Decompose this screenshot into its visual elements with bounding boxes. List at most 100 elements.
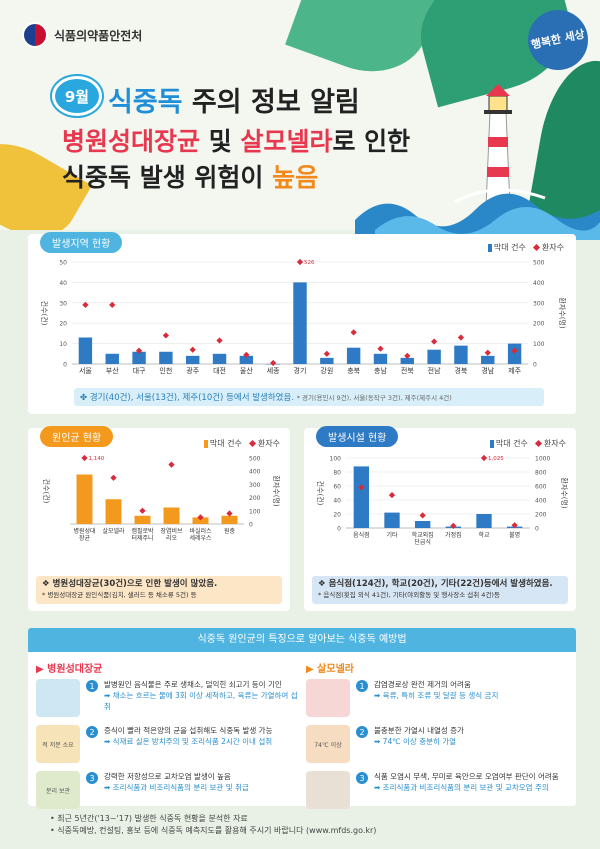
cause-legend: 막대 건수 환자수 <box>203 438 280 449</box>
ecoli-column: ▶ 병원성대장균 1 발병원인 음식물은 주로 생채소, 덜익힌 쇠고기 등이 기… <box>36 660 298 817</box>
illustration-image: 74℃ 이상 <box>306 725 350 763</box>
item-description: 감염경로상 완전 제거의 어려움 <box>374 680 471 689</box>
ecoli-title-text: 병원성대장균 <box>47 664 103 675</box>
illustration-image <box>36 679 80 717</box>
x-tick-label: 부산 <box>106 366 119 375</box>
region-legend: 막대 건수 환자수 <box>487 242 564 253</box>
y2-tick-label: 800 <box>535 470 547 477</box>
cause-note-text: 병원성대장균(30건)으로 인한 발생이 많았음. <box>52 579 218 589</box>
y2-tick-label: 100 <box>249 508 261 515</box>
y2-axis-label: 환자수(명) <box>272 475 281 506</box>
y2-tick-label: 0 <box>535 526 539 533</box>
chart-bar <box>186 355 200 364</box>
chart-bar <box>105 499 122 524</box>
x-tick-label: 학교 <box>478 531 490 539</box>
patient-marker <box>270 359 277 367</box>
bar-legend-icon <box>487 243 492 252</box>
y2-tick-label: 600 <box>535 484 547 491</box>
legend-dot-label: 환자수 <box>257 439 280 448</box>
chart-bar <box>353 466 369 528</box>
y-tick-label: 30 <box>59 300 67 307</box>
chart-bar <box>221 515 238 524</box>
chart-bar <box>293 282 307 364</box>
facility-note-text: 음식점(124건), 학교(20건), 기타(22건)등에서 발생하였음. <box>328 579 553 589</box>
facility-note: ❖ 음식점(124건), 학교(20건), 기타(22건)등에서 발생하였음. *… <box>312 576 568 604</box>
cause-panel: 원인균 현황 막대 건수 환자수 0 100 200 300 400 500 건수(건) 환자수… <box>28 426 290 611</box>
x-tick-label: 대전 <box>213 366 226 375</box>
x-tick-label: 가정집 <box>445 531 462 539</box>
peak-data-label: 526 <box>304 260 315 266</box>
patient-marker <box>168 461 175 468</box>
x-tick-label: 장염비브 리오 <box>160 527 183 542</box>
y-axis-label: 건수(건) <box>42 479 51 504</box>
month-badge: 9월 <box>52 76 102 116</box>
illustration-image: 분리 보관 <box>36 771 80 809</box>
chart-bar <box>346 347 361 364</box>
item-number: 2 <box>86 726 98 738</box>
patient-marker <box>189 346 196 353</box>
region-note-text: 경기(40건), 서울(13건), 제주(10건) 등에서 발생하였음. <box>89 393 295 403</box>
x-tick-label: 원충 <box>224 527 236 535</box>
item-number: 1 <box>86 680 98 692</box>
region-note: ✤ 경기(40건), 서울(13건), 제주(10건) 등에서 발생하였음. *… <box>74 388 544 406</box>
item-tip: ➡ 육류, 특히 조류 및 달걀 등 생식 금지 <box>374 691 499 700</box>
diamond-legend-icon <box>248 439 256 448</box>
ecoli-item-list: 1 발병원인 음식물은 주로 생채소, 덜익힌 쇠고기 등이 기인 ➡ 채소는 흐르… <box>36 679 298 809</box>
prevention-header: 식중독 원인균의 특징으로 알아보는 식중독 예방법 <box>28 628 576 652</box>
patient-marker <box>457 334 465 341</box>
chart-bar <box>384 512 400 528</box>
patient-marker <box>323 350 330 357</box>
item-text: 증식이 빨라 적은양의 균을 섭취해도 식중독 발생 가능 ➡ 식재료 실온 방치… <box>104 725 273 763</box>
x-tick-label: 울산 <box>240 366 253 375</box>
chart-bar <box>239 355 254 364</box>
y2-tick-label: 400 <box>535 498 547 505</box>
x-tick-label: 경북 <box>454 366 467 375</box>
x-tick-label: 음식점 <box>353 531 370 539</box>
x-tick-label: 광주 <box>186 367 199 375</box>
prevention-item: 1 발병원인 음식물은 주로 생채소, 덜익힌 쇠고기 등이 기인 ➡ 채소는 흐르… <box>36 679 298 717</box>
x-tick-label: 불명 <box>509 531 520 539</box>
y-tick-label: 40 <box>333 498 341 505</box>
chart-bar <box>105 353 119 364</box>
region-title: 발생지역 현황 <box>40 232 123 253</box>
x-tick-label: 충남 <box>374 366 387 375</box>
salmonella-column-title: ▶ 살모넬라 <box>306 664 354 675</box>
cause-title: 원인균 현황 <box>40 426 114 447</box>
facility-title: 발생시설 현황 <box>316 426 399 447</box>
y2-tick-label: 400 <box>249 469 261 476</box>
y2-tick-label: 200 <box>533 321 545 328</box>
x-tick-label: 전북 <box>401 366 414 375</box>
patient-marker <box>82 301 89 308</box>
cause-note-small: * 병원성대장균 원인식품(김치, 샐러드 등 채소류 5건) 등 <box>42 591 197 599</box>
risk-highlight: 높음 <box>272 163 319 192</box>
y2-axis-label: 환자수(명) <box>558 297 567 328</box>
legend-dot-label: 환자수 <box>543 439 566 448</box>
item-number: 2 <box>356 726 368 738</box>
prevention-item: 분리 보관 3 강력한 저항성으로 교차오염 발생이 높음 ➡ 조리식품과 비조리식품… <box>36 771 298 809</box>
y2-tick-label: 400 <box>533 280 545 287</box>
prevention-panel: 식중독 원인균의 특징으로 알아보는 식중독 예방법 ▶ 병원성대장균 1 발병원… <box>28 628 576 809</box>
footer-notes: • 최근 5년간('13~'17) 발생한 식중독 현황을 분석한 자료 • 식… <box>50 813 376 837</box>
legend-dot-label: 환자수 <box>541 243 564 252</box>
chart-bar <box>163 507 180 524</box>
patient-marker <box>480 454 488 462</box>
y-tick-label: 100 <box>330 456 342 463</box>
y-tick-label: 10 <box>59 341 67 348</box>
legend-bar-label: 막대 건수 <box>493 243 526 252</box>
chart-bar <box>454 345 468 364</box>
y-axis-label: 건수(건) <box>316 481 325 506</box>
item-tip: ➡ 식재료 실온 방치주의 및 조리식품 2시간 이내 섭취 <box>104 737 273 746</box>
x-tick-label: 제주 <box>508 367 521 375</box>
item-tip: ➡ 조리식품과 비조리식품의 분리 보관 및 취급 <box>104 783 249 792</box>
item-text: 불충분한 가열시 내열성 증가 ➡ 74℃ 이상 충분히 가열 <box>374 725 464 763</box>
org-logo: 식품의약품안전처 <box>22 22 142 48</box>
item-description: 증식이 빨라 적은양의 균을 섭취해도 식중독 발생 가능 <box>104 726 273 735</box>
cause-chart: 0 100 200 300 400 500 건수(건) 환자수(명) 1,140 병원성대 장균 살모… <box>42 454 281 542</box>
chart-bar <box>320 357 334 364</box>
chart-bar <box>159 351 173 364</box>
cause-note: ❖ 병원성대장균(30건)으로 인한 발생이 많았음. * 병원성대장균 원인식품… <box>36 576 282 604</box>
title-rest: 주의 정보 알림 <box>182 87 360 118</box>
x-tick-label: 인천 <box>159 366 172 375</box>
